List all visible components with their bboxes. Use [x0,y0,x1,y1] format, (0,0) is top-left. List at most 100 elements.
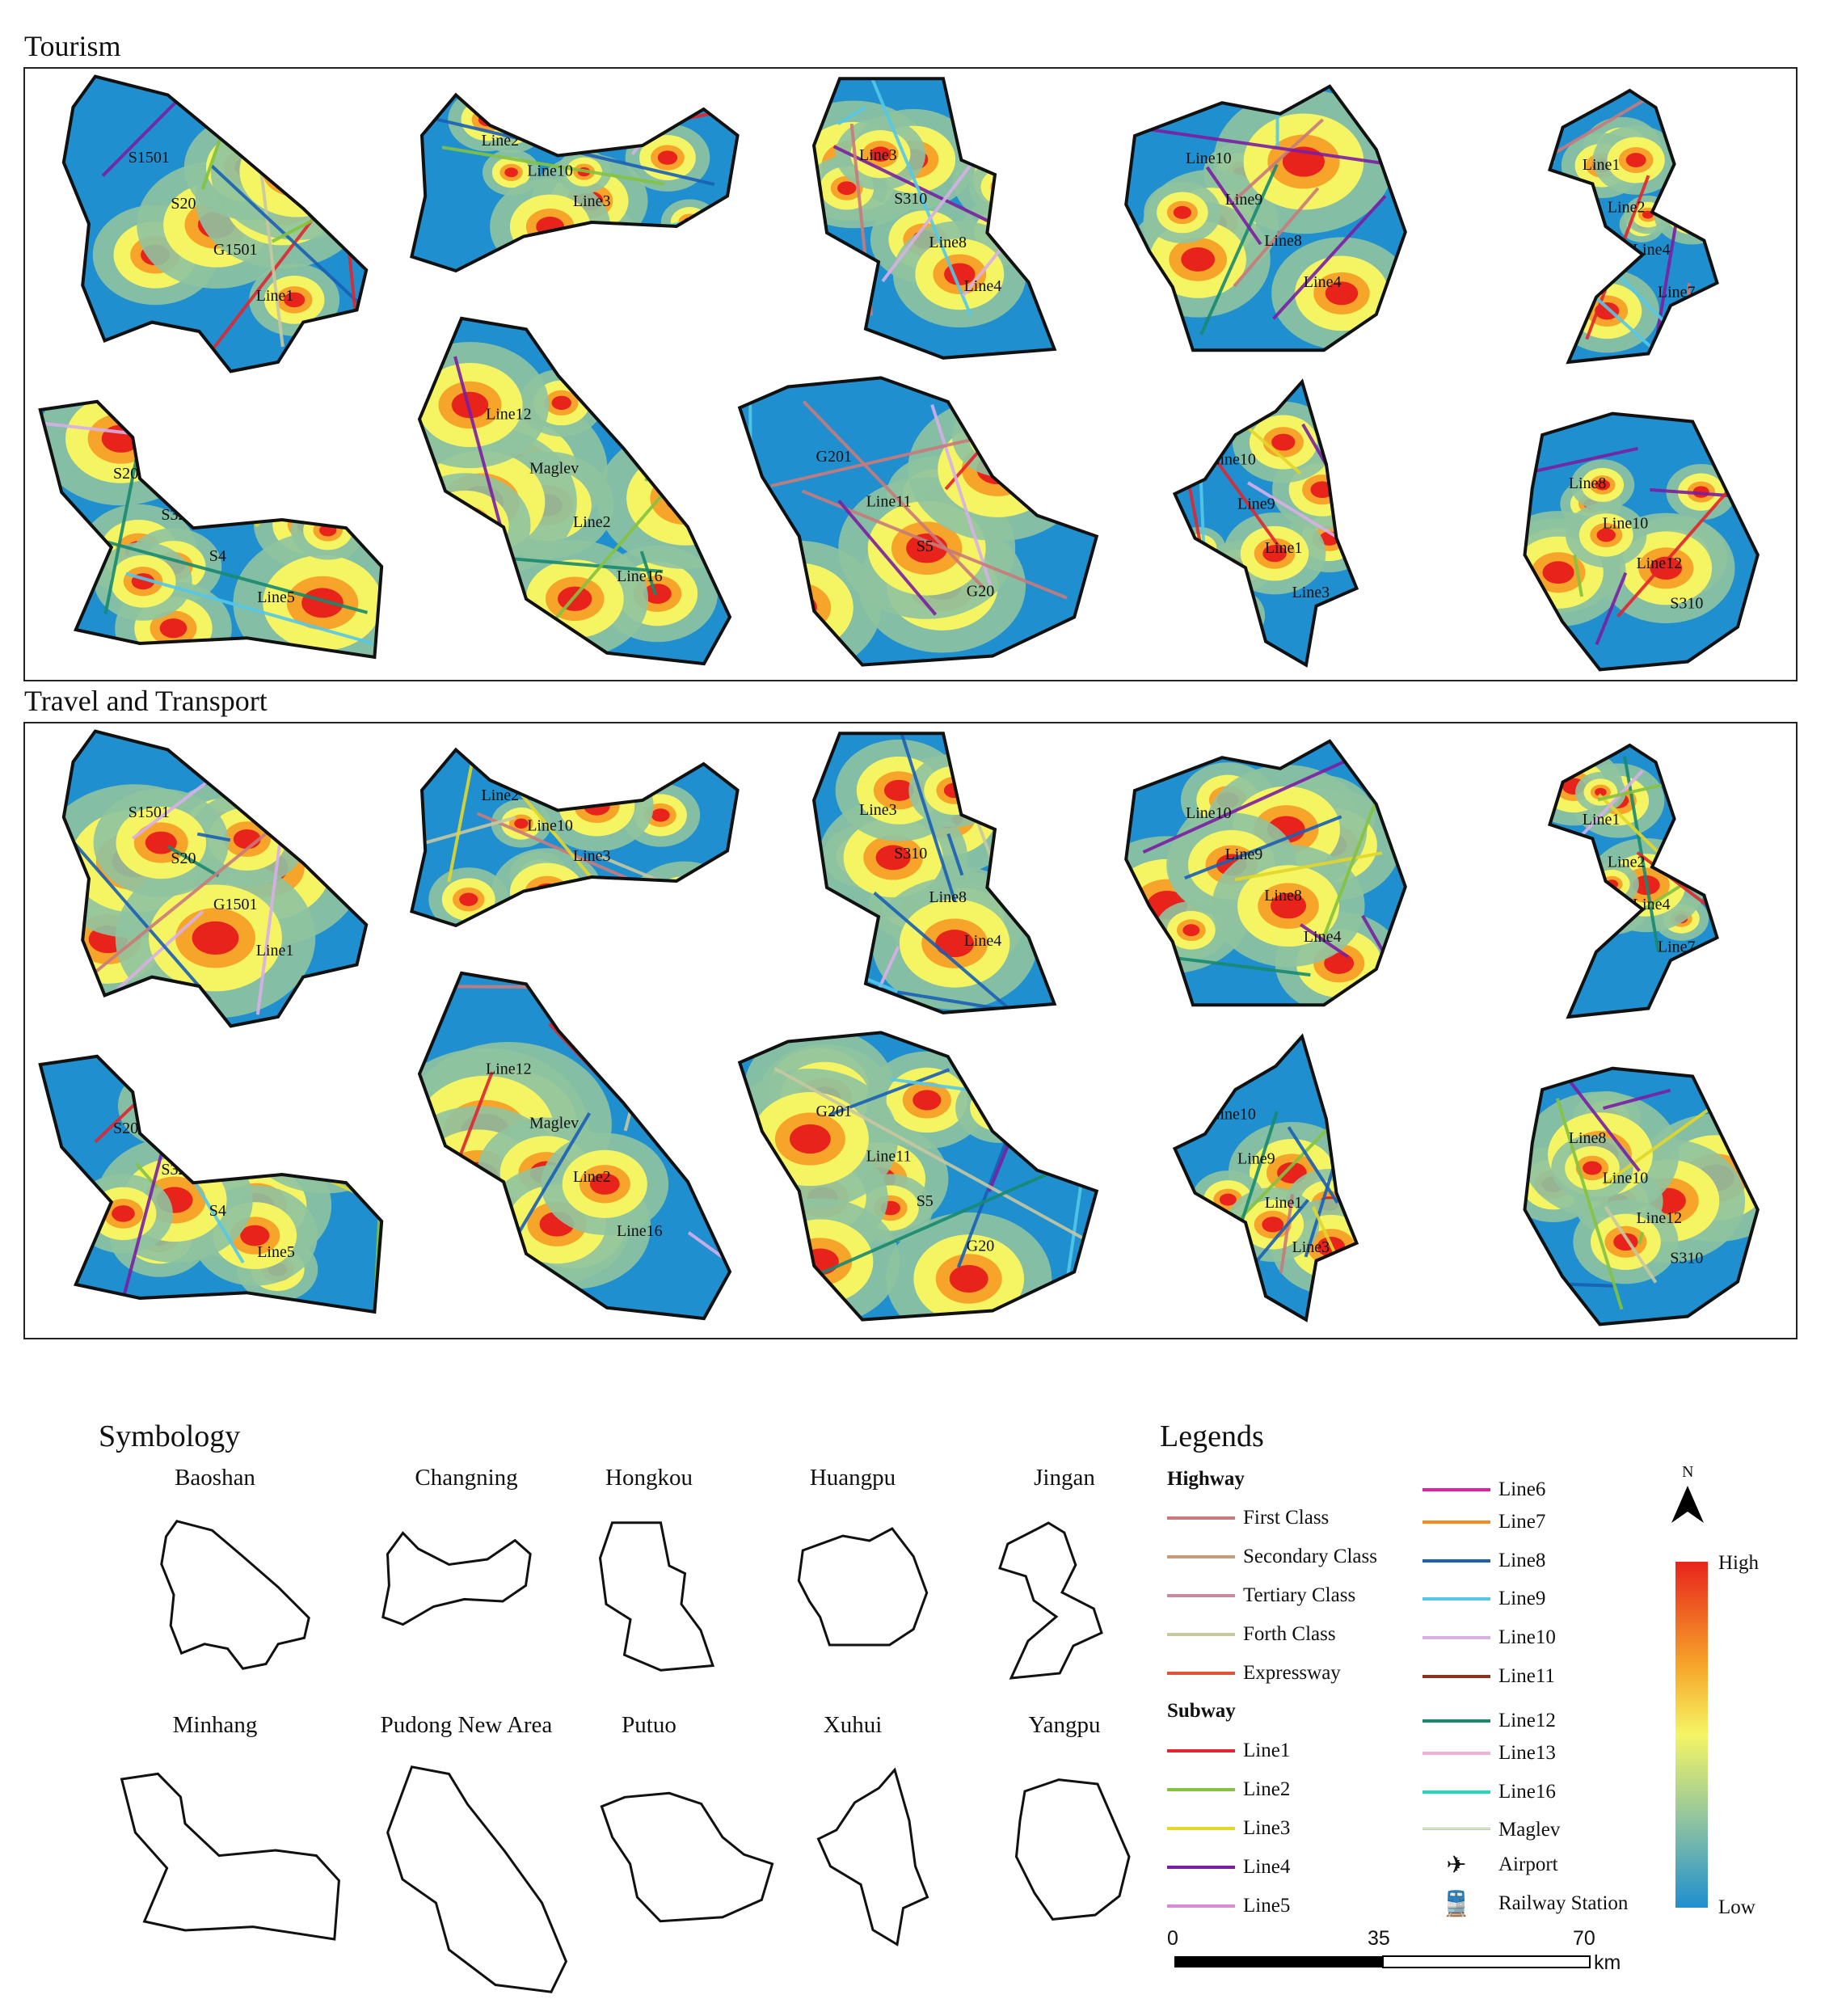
legend-subway-line8: Line8 [1422,1548,1545,1574]
map-huangpu: Line10 Line9 Line8 Line4 [1124,84,1407,352]
legend-label: Line12 [1498,1710,1556,1731]
color-ramp [1675,1562,1708,1908]
legend-railway-label: Railway Station [1498,1892,1629,1914]
map-label: Line12 [1636,1209,1682,1227]
legend-subway-line1: Line1 [1167,1738,1290,1764]
legend-label: Line2 [1243,1778,1291,1800]
legend-swatch [1422,1559,1490,1563]
map-label: S1501 [129,803,170,821]
map-label: Line10 [527,817,573,835]
symbology-outline-minhang [120,1772,340,1941]
legend-highway-3: Forth Class [1167,1622,1336,1647]
map-label: Line1 [256,942,294,959]
map-label: S20 [171,195,196,213]
map-label: Line8 [929,234,967,251]
symbology-label-xuhui: Xuhui [823,1712,883,1738]
legend-swatch [1167,1594,1235,1597]
legend-swatch [1167,1866,1235,1869]
map-label: Line9 [1237,1149,1275,1167]
symbology-label-yangpu: Yangpu [1028,1712,1101,1738]
legend-subway-line12: Line12 [1422,1708,1556,1734]
symbology-outline-changning [381,1531,532,1626]
map-label: Line3 [859,146,897,164]
map-huangpu: Line10 Line9 Line8 Line4 [1124,739,1407,1007]
legend-swatch [1422,1488,1490,1491]
symbology-label-pudong: Pudong New Area [380,1712,553,1738]
symbology-outline-baoshan [160,1520,310,1670]
map-label: Line2 [482,132,520,150]
legend-swatch [1167,1633,1235,1636]
map-label: Line8 [1569,1129,1607,1147]
map-label: Line5 [257,588,295,606]
legend-label: Secondary Class [1243,1546,1377,1567]
map-label: Line2 [1608,854,1646,871]
symbology-outline-putuo [600,1791,774,1923]
legend-label: Line3 [1243,1817,1291,1839]
symbology-label-hongkou: Hongkou [605,1465,693,1491]
legend-label: Line5 [1243,1895,1291,1917]
scale-label-0: 0 [1167,1927,1178,1950]
map-label: Line2 [573,513,611,531]
travel-maps: S1501S20G1501Line1Line2Line10Line3Line4L… [38,729,1760,1326]
legend-label: Line16 [1498,1781,1556,1803]
legend-subway-line7: Line7 [1422,1509,1545,1535]
map-label: Line3 [1292,1238,1330,1256]
symbology-outline-huangpu [797,1527,929,1647]
north-arrow-icon [1671,1486,1704,1523]
map-label: Line4 [964,932,1002,950]
map-label: Line10 [1186,804,1232,822]
symbology-label-putuo: Putuo [622,1712,676,1738]
subway-heading: Subway [1167,1700,1236,1722]
legend-airport-label: Airport [1498,1854,1558,1875]
map-label: G1501 [213,896,257,913]
legend-label: Line10 [1498,1626,1556,1648]
legend-swatch [1422,1636,1490,1639]
map-label: S4 [209,1202,226,1220]
panel-title-tourism: Tourism [24,30,121,62]
legend-subway-line9: Line9 [1422,1586,1545,1612]
map-label: Line4 [1304,273,1342,291]
legend-label: Line8 [1498,1550,1546,1571]
legend-railway: 🚆 Railway Station [1422,1891,1628,1917]
tourism-panel: S1501 S20 G1501 Line1 Line2 Line10 Line3 Line4 L… [23,67,1798,681]
legend-swatch [1422,1752,1490,1755]
legend-label: Forth Class [1243,1623,1336,1645]
symbology-outline-yangpu [1014,1778,1131,1921]
legend-subway-line4: Line4 [1167,1854,1290,1880]
map-label: Line2 [1608,199,1646,217]
map-label: G20 [967,1238,994,1255]
ramp-high-label: High [1718,1552,1759,1574]
map-label: Line5 [257,1243,295,1261]
map-label: Line1 [1583,156,1621,174]
map-label: S5 [917,538,934,555]
map-label: Line8 [929,888,967,906]
scale-label-35: 35 [1368,1927,1390,1950]
map-label: Line8 [1264,887,1302,905]
map-label: Line10 [1186,150,1232,167]
legend-swatch [1167,1827,1235,1830]
map-label: Line3 [573,192,611,210]
map-label: S1501 [129,149,170,167]
legend-label: Line11 [1498,1665,1555,1687]
map-label: Line1 [1265,1194,1303,1212]
legend-swatch [1167,1555,1235,1558]
legends-title: Legends [1160,1419,1264,1453]
map-label: Maglev [529,459,579,477]
legend-highway-1: Secondary Class [1167,1544,1377,1570]
legend-swatch [1422,1719,1490,1723]
map-label: G20 [967,583,994,601]
map-label: Maglev [529,1114,579,1132]
travel-panel: S1501 S20 G1501 Line1 Line2 Line10 Line3 Line4 L… [23,722,1798,1339]
map-label: Line16 [617,1222,663,1240]
legend-swatch [1167,1904,1235,1908]
legend-swatch [1422,1790,1490,1794]
legend-label: Line4 [1243,1856,1291,1878]
legend-label: Line13 [1498,1742,1556,1764]
airplane-icon: ✈ [1446,1851,1467,1879]
map-label: Line3 [859,801,897,819]
legend-swatch [1167,1788,1235,1791]
map-label: Line3 [573,847,611,865]
legend-subway-line3: Line3 [1167,1816,1290,1841]
legend-swatch [1422,1520,1490,1524]
